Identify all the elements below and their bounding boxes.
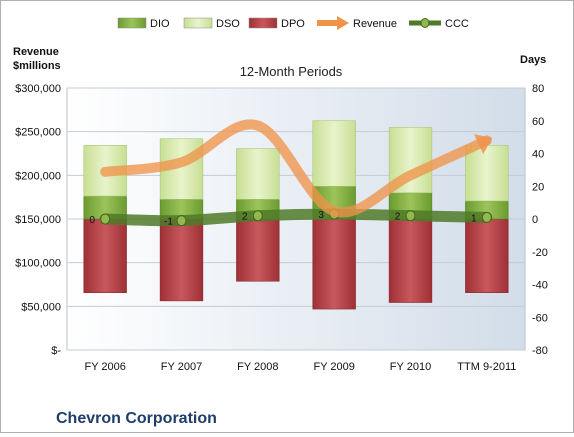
bar-dpo bbox=[236, 218, 280, 282]
x-tick-label: FY 2007 bbox=[161, 361, 202, 373]
chart-title: 12-Month Periods bbox=[240, 64, 343, 79]
left-tick-label: $50,000 bbox=[21, 301, 61, 313]
ccc-marker bbox=[405, 210, 416, 222]
legend-label: DPO bbox=[281, 18, 305, 30]
line-ccc bbox=[99, 208, 493, 227]
legend-swatch-dso bbox=[183, 17, 213, 29]
left-axis-label-line1: Revenue bbox=[13, 46, 59, 58]
bar-dso bbox=[312, 120, 356, 187]
right-tick-label: 60 bbox=[532, 116, 544, 128]
left-tick-label: $- bbox=[51, 345, 61, 357]
left-tick-label: $150,000 bbox=[15, 214, 61, 226]
ccc-data-label: 2 bbox=[395, 212, 401, 223]
x-tick-label: FY 2009 bbox=[313, 361, 354, 373]
left-axis-ticks: $- $50,000 $100,000 $150,000 $200,000 $250,00… bbox=[15, 83, 61, 357]
right-tick-label: 80 bbox=[532, 83, 544, 95]
right-tick-label: -40 bbox=[532, 280, 548, 292]
x-tick-label: FY 2006 bbox=[84, 361, 125, 373]
legend-swatch-ccc-marker bbox=[420, 18, 430, 28]
revenue-arrowhead bbox=[474, 134, 493, 155]
x-tick-label: FY 2008 bbox=[237, 361, 278, 373]
bar-dpo bbox=[83, 218, 127, 293]
ccc-marker bbox=[481, 211, 492, 223]
bar-dpo bbox=[465, 218, 509, 293]
bar-dpo bbox=[312, 218, 356, 310]
x-tick-label: FY 2010 bbox=[390, 361, 431, 373]
company-name: Chevron Corporation bbox=[56, 410, 217, 427]
bar-dso bbox=[465, 145, 509, 202]
bar-dpo bbox=[388, 218, 433, 303]
legend-label: DIO bbox=[150, 18, 170, 30]
ccc-data-label: -1 bbox=[164, 217, 173, 228]
ccc-data-label: 3 bbox=[318, 210, 324, 221]
legend-swatch-dio bbox=[117, 17, 147, 29]
bars bbox=[83, 120, 509, 310]
ccc-marker bbox=[252, 210, 263, 222]
left-tick-label: $100,000 bbox=[15, 258, 61, 270]
left-tick-label: $250,000 bbox=[15, 127, 61, 139]
left-axis-label-line2: $millions bbox=[13, 60, 61, 72]
right-tick-label: -20 bbox=[532, 247, 548, 259]
legend-label: CCC bbox=[445, 18, 469, 30]
ccc-data-label: 1 bbox=[471, 213, 477, 224]
legend-label: Revenue bbox=[353, 18, 397, 30]
bar-dso bbox=[236, 148, 280, 200]
right-tick-label: -60 bbox=[532, 312, 548, 324]
right-tick-label: -80 bbox=[532, 345, 548, 357]
ccc-marker bbox=[100, 213, 111, 225]
lines: 0 -1 2 3 2 1 bbox=[89, 119, 493, 228]
right-axis-label: Days bbox=[520, 54, 546, 66]
legend-label: DSO bbox=[216, 18, 240, 30]
ccc-data-label: 0 bbox=[89, 215, 95, 226]
ccc-data-label: 2 bbox=[242, 212, 248, 223]
legend-swatch-revenue-arrow bbox=[337, 16, 349, 30]
left-tick-label: $300,000 bbox=[15, 83, 61, 95]
bar-dpo bbox=[159, 218, 204, 302]
ccc-marker bbox=[176, 215, 187, 227]
x-tick-label: TTM 9-2011 bbox=[457, 361, 516, 373]
x-axis-ticks: FY 2006 FY 2007 FY 2008 FY 2009 FY 2010 TTM 9… bbox=[84, 361, 516, 373]
left-tick-label: $200,000 bbox=[15, 170, 61, 182]
line-revenue bbox=[100, 119, 492, 218]
right-tick-label: 0 bbox=[532, 214, 538, 226]
right-tick-label: 40 bbox=[532, 149, 544, 161]
legend-swatch-dpo bbox=[248, 17, 278, 29]
legend: DIO DSO DPO Revenue CCC bbox=[117, 16, 469, 30]
right-tick-label: 20 bbox=[532, 181, 544, 193]
right-axis-ticks: -80 -60 -40 -20 0 20 40 60 80 bbox=[532, 83, 548, 357]
